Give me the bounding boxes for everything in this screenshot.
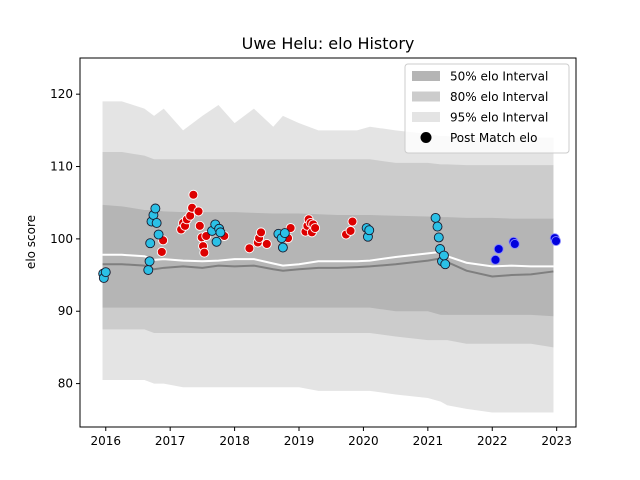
- x-axis: 2016 2017 2018 2019 2020 2021 2022 2023: [90, 427, 572, 448]
- legend-swatch: [412, 112, 440, 122]
- y-tick-label: 90: [58, 304, 73, 318]
- post-match-point-blue: [551, 236, 561, 247]
- axes-frame: [79, 57, 577, 428]
- post-match-point-cyan: [150, 203, 161, 214]
- post-match-point-red: [347, 216, 358, 227]
- x-tick-label: 2021: [413, 434, 444, 448]
- post-match-point-red: [188, 189, 199, 200]
- post-match-point-cyan: [153, 229, 164, 240]
- post-match-point-red: [193, 206, 204, 217]
- post-match-point-red: [199, 247, 210, 258]
- post-match-point-cyan: [277, 242, 288, 253]
- post-match-point-cyan: [144, 256, 155, 267]
- x-tick-label: 2022: [477, 434, 508, 448]
- x-tick-label: 2018: [219, 434, 250, 448]
- x-tick-label: 2016: [90, 434, 121, 448]
- post-match-point-red: [194, 220, 205, 231]
- legend-box: [404, 63, 570, 154]
- post-match-point-cyan: [211, 236, 222, 247]
- y-tick-label: 100: [50, 232, 73, 246]
- post-match-point-cyan: [440, 259, 451, 270]
- post-match-point-red: [156, 246, 167, 257]
- post-match-point-cyan: [279, 228, 290, 239]
- x-tick-label: 2023: [541, 434, 572, 448]
- y-tick-label: 110: [50, 160, 73, 174]
- post-match-point-red: [345, 225, 356, 236]
- post-match-point-cyan: [433, 232, 444, 243]
- legend-label: 80% elo Interval: [450, 90, 548, 104]
- post-match-point-blue: [509, 238, 520, 249]
- post-match-point-red: [244, 243, 255, 254]
- chart-title: Uwe Helu: elo History: [242, 34, 415, 53]
- legend-swatch: [412, 91, 440, 102]
- post-match-point-cyan: [215, 227, 226, 238]
- post-match-point-red: [185, 210, 196, 221]
- x-tick-label: 2019: [284, 434, 315, 448]
- post-match-point-cyan: [432, 221, 443, 232]
- post-match-point-cyan: [100, 267, 111, 278]
- post-match-point-red: [256, 227, 266, 238]
- post-match-point-cyan: [439, 250, 449, 261]
- y-tick-label: 120: [50, 87, 73, 101]
- x-tick-label: 2017: [155, 434, 186, 448]
- legend-marker: [420, 132, 432, 143]
- legend-label: 50% elo Interval: [450, 70, 548, 84]
- post-match-point-cyan: [143, 265, 154, 275]
- y-tick-label: 80: [58, 377, 73, 391]
- legend-swatch: [412, 71, 440, 81]
- post-match-point-cyan: [145, 238, 156, 249]
- post-match-point-red: [261, 238, 272, 249]
- post-match-point-red: [310, 223, 321, 233]
- post-match-point-cyan: [151, 218, 162, 228]
- post-match-points: [98, 189, 561, 283]
- x-tick-label: 2020: [348, 434, 379, 448]
- mean-elo-line: [102, 250, 554, 268]
- post-match-point-cyan: [430, 212, 441, 223]
- median-elo-line: [102, 257, 554, 278]
- post-match-point-cyan: [364, 225, 375, 236]
- legend-label: 95% elo Interval: [450, 111, 548, 125]
- legend-label: Post Match elo: [450, 131, 537, 145]
- post-match-point-blue: [493, 244, 504, 254]
- legend: 50% elo Interval 80% elo Interval 95% elo …: [404, 63, 570, 154]
- y-axis-label: elo score: [24, 215, 38, 269]
- post-match-point-blue: [490, 254, 501, 265]
- y-axis: 80 90 100 110 120: [50, 87, 80, 391]
- plot-area: [98, 101, 561, 413]
